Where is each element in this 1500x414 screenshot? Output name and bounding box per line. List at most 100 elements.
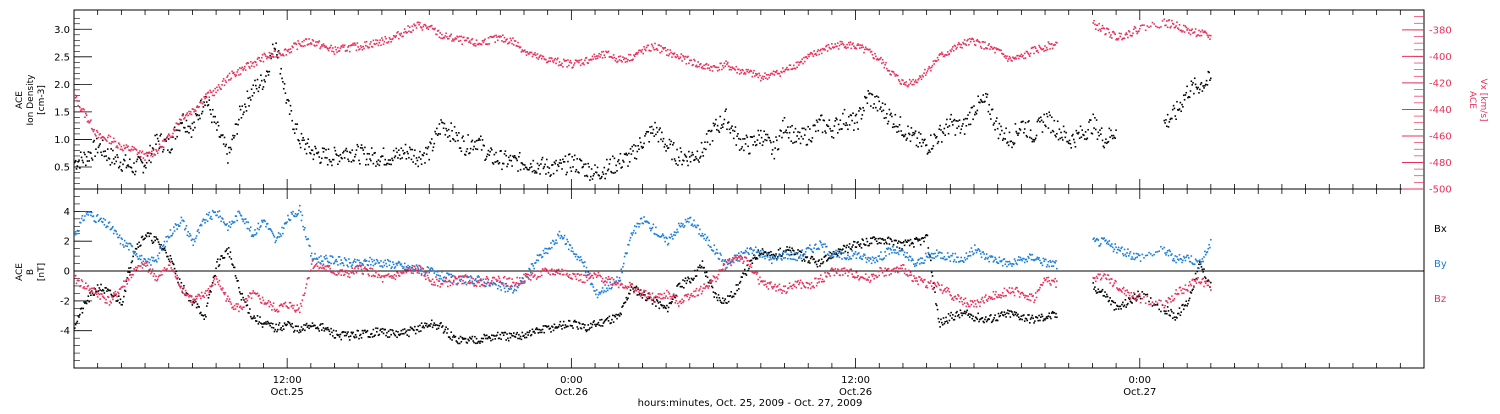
bx-point — [549, 328, 551, 330]
bx-point — [658, 308, 660, 310]
bx-point — [910, 239, 912, 241]
density-point — [548, 172, 550, 174]
density-point — [933, 145, 935, 147]
by-point — [149, 259, 151, 261]
bx-point — [567, 326, 569, 328]
density-point — [1172, 109, 1174, 111]
bx-point — [886, 243, 888, 245]
by-point — [578, 257, 580, 259]
bx-point — [1185, 300, 1187, 302]
velocity-point — [334, 53, 336, 55]
bx-point — [858, 244, 860, 246]
velocity-point — [268, 57, 270, 59]
bx-point — [561, 328, 563, 330]
velocity-point — [798, 64, 800, 66]
density-point — [469, 152, 471, 154]
density-point — [1053, 131, 1055, 133]
velocity-point — [1049, 48, 1051, 50]
density-point — [786, 132, 788, 134]
velocity-point — [977, 39, 979, 41]
bx-point — [1178, 313, 1180, 315]
density-point — [732, 130, 734, 132]
by-point — [595, 294, 597, 296]
by-point — [401, 263, 403, 265]
by-point — [536, 259, 538, 261]
bx-point — [376, 331, 378, 333]
velocity-point — [834, 43, 836, 45]
density-point — [303, 139, 305, 141]
velocity-point — [626, 58, 628, 60]
velocity-point — [621, 61, 623, 63]
density-point — [400, 158, 402, 160]
density-point — [838, 124, 840, 126]
velocity-point — [528, 53, 530, 55]
bx-point — [203, 318, 205, 320]
bx-point — [225, 250, 227, 252]
bx-point — [235, 275, 237, 277]
velocity-point — [147, 155, 149, 157]
bx-point — [221, 255, 223, 257]
bx-point — [1157, 304, 1159, 306]
bx-point — [1202, 271, 1204, 273]
bx-point — [1120, 308, 1122, 310]
velocity-point — [341, 46, 343, 48]
density-point — [480, 135, 482, 137]
bx-point — [840, 253, 842, 255]
bx-point — [743, 273, 745, 275]
velocity-point — [600, 54, 602, 56]
by-point — [364, 259, 366, 261]
density-point — [301, 133, 303, 135]
by-point — [132, 251, 134, 253]
by-point — [694, 225, 696, 227]
bx-point — [497, 332, 499, 334]
velocity-point — [670, 52, 672, 54]
velocity-point — [1173, 23, 1175, 25]
density-point — [879, 108, 881, 110]
density-point — [713, 125, 715, 127]
velocity-point — [752, 76, 754, 78]
bx-point — [354, 337, 356, 339]
by-point — [277, 236, 279, 238]
bx-point — [348, 336, 350, 338]
density-point — [1070, 147, 1072, 149]
velocity-point — [146, 152, 148, 154]
bx-point — [1030, 318, 1032, 320]
bx-point — [672, 298, 674, 300]
bx-point — [264, 323, 266, 325]
by-point — [344, 257, 346, 259]
bx-point — [362, 332, 364, 334]
velocity-point — [536, 57, 538, 59]
bx-point — [903, 241, 905, 243]
bx-point — [736, 290, 738, 292]
bx-point — [1155, 304, 1157, 306]
velocity-point — [509, 41, 511, 43]
density-point — [1174, 115, 1176, 117]
velocity-point — [1007, 60, 1009, 62]
velocity-point — [549, 57, 551, 59]
velocity-point — [511, 43, 513, 45]
by-point — [503, 285, 505, 287]
density-point — [476, 140, 478, 142]
velocity-point — [428, 28, 430, 30]
velocity-point — [727, 62, 729, 64]
bx-point — [118, 295, 120, 297]
bx-point — [657, 300, 659, 302]
density-point — [1191, 84, 1193, 86]
density-point — [362, 149, 364, 151]
bx-point — [897, 242, 899, 244]
bottom-panel-frame — [74, 189, 1424, 368]
density-point — [562, 159, 564, 161]
by-point — [682, 223, 684, 225]
density-point — [351, 161, 353, 163]
density-point — [1167, 114, 1169, 116]
bx-point — [1020, 318, 1022, 320]
density-point — [785, 129, 787, 131]
velocity-point — [1010, 57, 1012, 59]
x-tick-label-date: Oct.26 — [555, 387, 588, 398]
velocity-point — [1045, 50, 1047, 52]
by-point — [662, 233, 664, 235]
density-point — [647, 131, 649, 133]
velocity-point — [314, 45, 316, 47]
bx-point — [317, 327, 319, 329]
